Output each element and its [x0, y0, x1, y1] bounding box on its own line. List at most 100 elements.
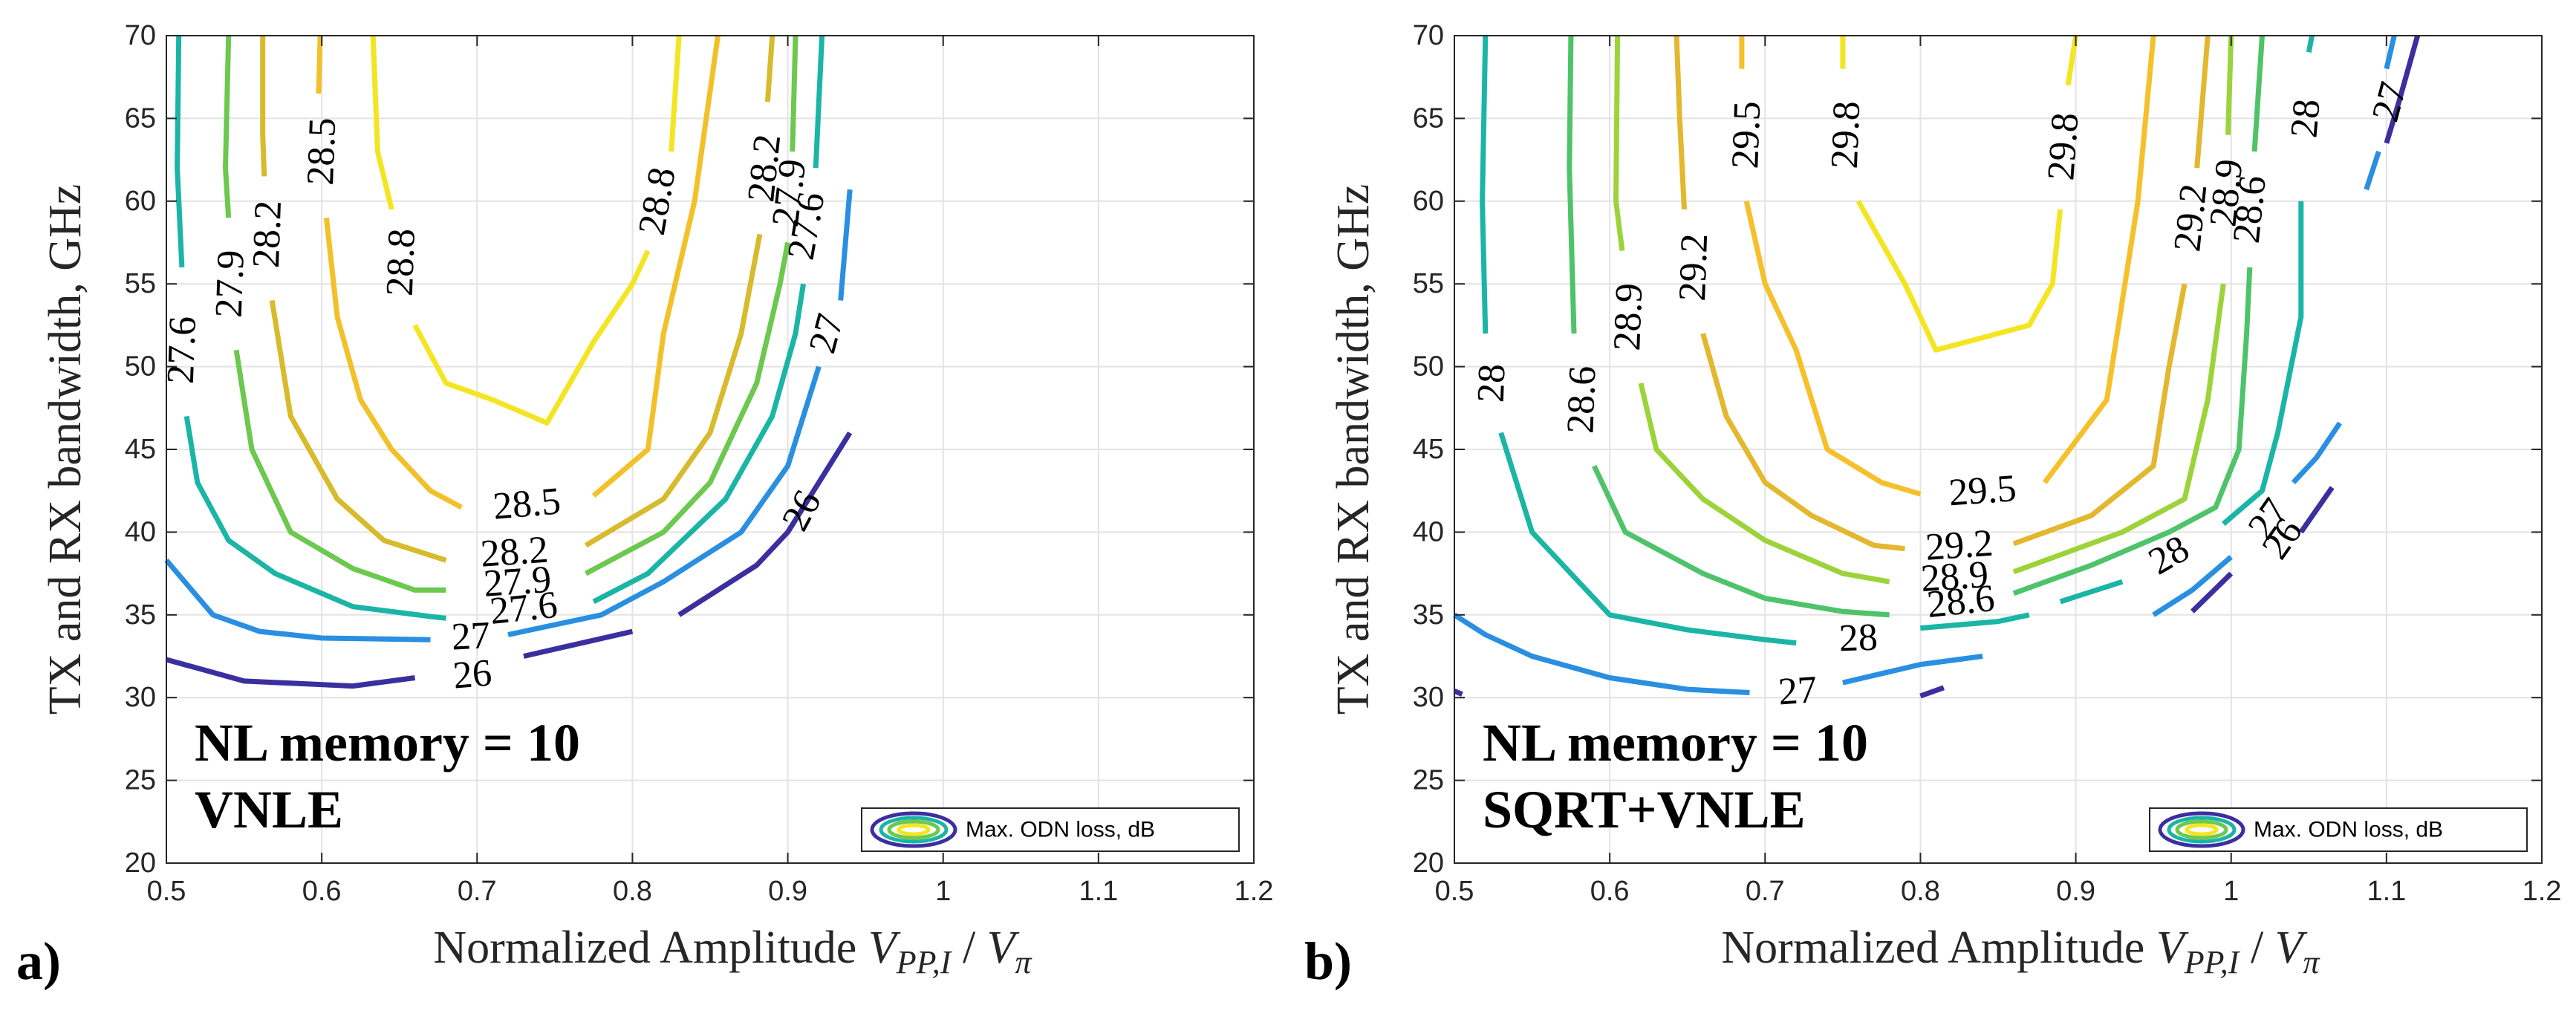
grid	[1454, 35, 2543, 864]
annotation-nl-memory: NL memory = 10	[1483, 713, 1868, 772]
x-axis-label-part: V	[2275, 923, 2308, 973]
x-tick-label: 0.7	[458, 876, 497, 907]
contour-label: 27.9	[764, 157, 815, 229]
contour-line-28	[2222, 201, 2304, 526]
contour-label: 29.5	[1724, 100, 1769, 169]
ticks: 0.5 0.6 0.7 0.8 0.9 1 1.1 1.2 20 25 30 35 40 45 50 55 60…	[1413, 20, 2562, 907]
contour-label: 28.6	[1925, 577, 1997, 626]
y-tick-label: 50	[125, 351, 156, 383]
x-tick-label: 0.7	[1746, 876, 1785, 907]
x-tick-label: 1.2	[1235, 876, 1274, 907]
contour-line-29-5	[1743, 201, 1922, 497]
contour-line-29-5	[2042, 35, 2156, 484]
contour-line-27	[2364, 150, 2381, 191]
legend-label: Max. ODN loss, dB	[2254, 818, 2443, 842]
x-axis-label-part: π	[2303, 944, 2321, 980]
contour-line-26	[523, 628, 634, 659]
contour-label: 26	[452, 651, 494, 697]
contour-line-28-9	[2225, 35, 2234, 135]
contour-lines	[164, 35, 853, 689]
x-tick-label: 0.9	[768, 876, 807, 907]
contour-label: 27.9	[482, 559, 553, 605]
annotation-method: SQRT+VNLE	[1483, 780, 1806, 839]
contour-line-29-8	[2065, 35, 2079, 86]
contour-line-27	[164, 559, 431, 642]
contour-line-27-6	[813, 35, 825, 169]
contour-line-27	[1842, 654, 1983, 686]
y-tick-label: 25	[125, 765, 156, 796]
contour-line-27-9	[790, 35, 799, 152]
y-tick-label: 55	[125, 268, 156, 299]
contour-line-27	[507, 365, 822, 637]
y-tick-label: 30	[1413, 682, 1444, 713]
x-tick-label: 1	[2223, 876, 2239, 907]
contour-label: 28.9	[2202, 157, 2251, 228]
contour-label: 28	[2283, 97, 2328, 140]
legend: Max. ODN loss, dB	[861, 807, 1240, 852]
contour-line-26	[2384, 35, 2421, 144]
contour-label: 29.5	[1948, 467, 2018, 514]
contour-label: 28.9	[1919, 553, 1990, 600]
contour-label: 28.5	[299, 117, 344, 186]
y-tick-label: 65	[125, 103, 156, 134]
y-tick-label: 50	[1413, 351, 1444, 383]
contour-line-27-6	[183, 415, 446, 621]
contour-label: 28	[1470, 363, 1514, 403]
annotation-nl-memory: NL memory = 10	[195, 713, 580, 772]
contour-line-28-6	[1567, 35, 1577, 334]
x-axis-label-part: V	[868, 923, 901, 973]
contour-line-27-6	[175, 35, 185, 268]
contour-label: 28.8	[379, 228, 423, 297]
contour-line-26	[1919, 685, 1945, 699]
contour-line-27-9	[585, 241, 791, 576]
contour-label: 28.6	[2225, 174, 2274, 245]
contour-label: 28.2	[245, 200, 290, 269]
contour-label: 27	[450, 614, 491, 659]
contour-label: 28.2	[740, 132, 789, 204]
legend-contour-icon	[897, 823, 931, 836]
chart-panel-b: 26 27 27 27 28 28 28 28 28.6 28.6 28.6 28.9 28.9 28.9…	[1288, 0, 2576, 1028]
y-tick-label: 30	[125, 682, 156, 713]
x-axis-label-part: π	[1015, 944, 1033, 980]
y-tick-label: 20	[1413, 848, 1444, 879]
legend-contour-icon	[2158, 811, 2245, 848]
contour-line-28-2	[584, 233, 763, 548]
contour-line-28-5	[316, 35, 323, 94]
contour-line-28-5	[323, 217, 464, 510]
contour-labels: 262727272828282828.628.628.628.928.928.9…	[1470, 78, 2415, 714]
contour-line-28-6	[2251, 35, 2265, 152]
legend-contour-icon	[2175, 819, 2228, 840]
y-tick-label: 35	[125, 599, 156, 631]
contour-line-26	[2190, 571, 2234, 614]
contour-chart-b: 262727272828282828.628.628.628.928.928.9…	[1304, 20, 2562, 991]
x-axis-label: Normalized Amplitude VPP,I / Vπ	[433, 923, 1032, 980]
contour-line-27-9	[223, 35, 232, 218]
contour-line-28-6	[2012, 267, 2253, 596]
contour-line-28-2	[764, 35, 775, 103]
x-axis-label-part: Normalized Amplitude	[1721, 923, 2156, 973]
x-tick-label: 0.6	[302, 876, 342, 907]
x-axis-label-part: /	[951, 923, 986, 973]
x-tick-label: 0.9	[2056, 876, 2095, 907]
panel-label: a)	[16, 931, 61, 991]
y-tick-label: 70	[1413, 20, 1444, 51]
y-axis-label: TX and RX bandwidth, GHz	[1328, 184, 1379, 715]
contour-chart-a: 2626272727.627.627.627.927.927.928.228.2…	[16, 20, 1274, 991]
y-tick-label: 40	[1413, 516, 1444, 547]
contour-line-28	[2306, 35, 2315, 53]
contour-line-28-8	[370, 35, 394, 210]
x-tick-label: 1	[935, 876, 951, 907]
contour-label: 27	[1777, 668, 1818, 713]
contour-line-29-2	[2012, 283, 2188, 547]
contour-line-28	[2059, 579, 2124, 605]
x-tick-label: 0.5	[1435, 876, 1474, 907]
contour-lines	[1453, 35, 2421, 699]
legend-contour-icon	[2185, 823, 2219, 836]
x-axis-label-part: V	[987, 923, 1020, 973]
y-tick-label: 45	[1413, 434, 1444, 465]
x-axis-label-part: PP,I	[2184, 944, 2241, 980]
contour-labels: 2626272727.627.627.627.927.927.928.228.2…	[160, 117, 852, 697]
y-tick-label: 60	[1413, 186, 1444, 217]
contour-label: 28.5	[491, 480, 562, 528]
y-tick-label: 25	[1413, 765, 1444, 796]
